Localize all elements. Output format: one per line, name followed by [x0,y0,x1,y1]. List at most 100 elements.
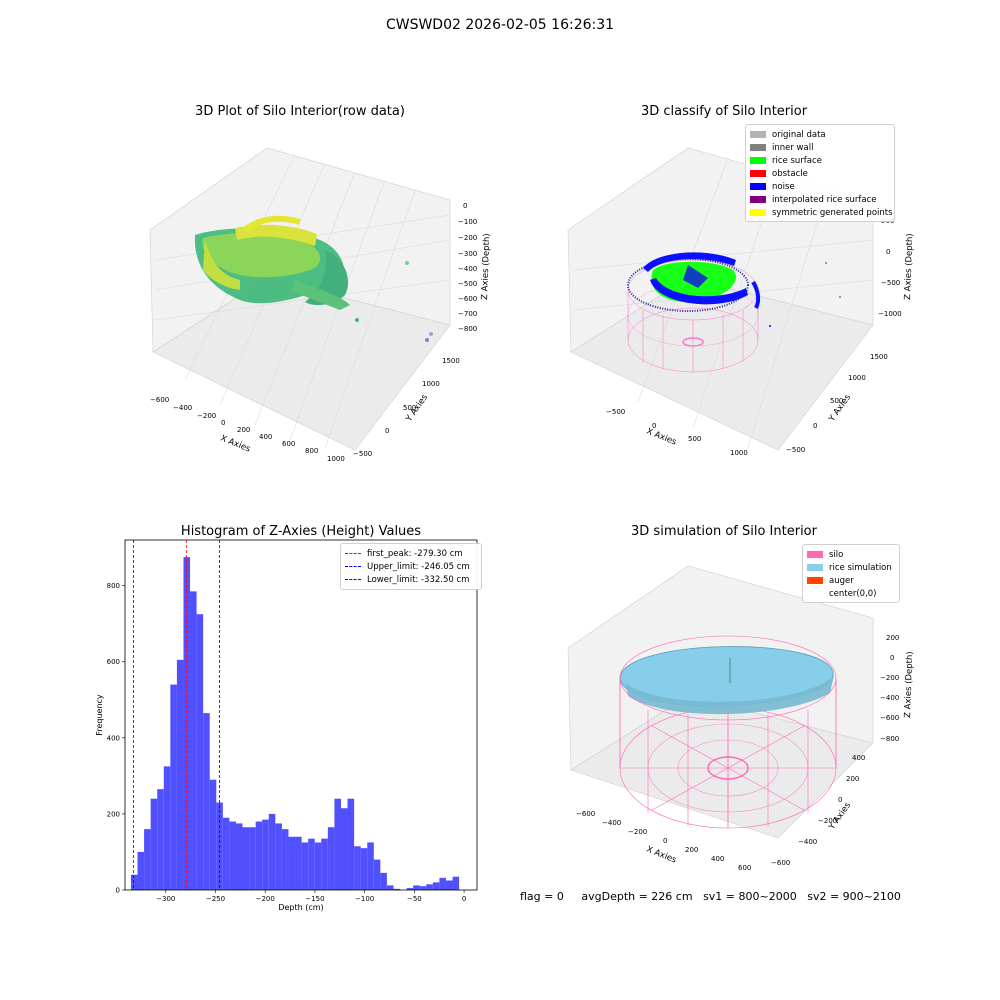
legend-swatch [807,551,823,558]
classify-ztick: −500 [881,279,900,287]
legend-entry: center(0,0) [807,587,895,600]
legend-swatch [750,144,766,151]
raw-xlabel: X Axies [219,434,252,455]
classify-ytick: 500 [830,397,843,405]
legend-line-swatch [345,579,361,580]
legend-swatch [750,157,766,164]
raw-ztick: −500 [458,280,477,288]
raw-xtick: 800 [305,447,318,455]
histogram-bar [367,842,374,890]
histogram-bar [321,838,328,890]
raw-xtick: −600 [150,396,169,404]
histogram-bar [393,888,401,890]
simulation-xlabel: X Axies [645,845,678,866]
raw-ztick: 0 [463,202,467,210]
histogram-bar [334,798,341,890]
simulation-ytick: −400 [798,838,817,846]
classify-xtick: 1000 [730,449,748,457]
stats-line: flag = 0 avgDepth = 226 cm sv1 = 800~200… [520,890,901,903]
histogram-bar [157,789,164,890]
histogram-bar [301,842,309,890]
histogram-xtick-label: −300 [156,895,175,903]
simulation-legend: silo rice simulation auger center(0,0) [802,544,900,603]
histogram-bar [439,877,446,890]
simulation-xtick: 0 [663,837,667,845]
simulation-plot-title: 3D simulation of Silo Interior [631,524,817,539]
histogram-bar [176,659,184,890]
histogram-bar [190,591,197,890]
simulation-ytick: 0 [838,796,842,804]
classify-ytick: 1500 [870,353,888,361]
legend-swatch [750,131,766,138]
simulation-xtick: 600 [738,864,751,872]
stat-avg-depth: avgDepth = 226 cm [581,890,693,903]
classify-xtick: 0 [652,422,656,430]
histogram-bar [170,684,177,890]
raw-ztick: −300 [458,250,477,258]
legend-swatch [807,564,823,571]
legend-entry: interpolated rice surface [750,193,890,206]
classify-ztick: −1000 [878,310,902,318]
simulation-xtick: −400 [602,819,621,827]
legend-swatch [750,196,766,203]
histogram-legend: first_peak: -279.30 cm Upper_limit: -246… [340,543,482,590]
histogram-bar [426,884,433,890]
histogram-bar [150,798,158,890]
classify-legend: original data inner wall rice surface ob… [745,124,895,222]
histogram-ytick-label: 600 [107,658,120,666]
legend-entry: rice surface [750,154,890,167]
simulation-ztick: 200 [886,634,899,642]
simulation-3d-plot: −600 −400 −200 0 200 400 600 −600 −400 −… [567,565,915,872]
simulation-ytick: 200 [846,775,859,783]
histogram-bar [340,808,348,890]
histogram-bar [268,813,276,890]
legend-swatch [750,183,766,190]
histogram-xtick-label: −200 [256,895,275,903]
raw-ztick: −200 [458,234,477,242]
simulation-xtick: 400 [711,855,724,863]
histogram-bar [327,827,335,890]
raw-ytick: 0 [385,427,389,435]
legend-swatch [807,590,823,597]
legend-entry: inner wall [750,141,890,154]
stat-sv2: sv2 = 900~2100 [807,890,901,903]
legend-entry: auger [807,574,895,587]
simulation-ztick: −600 [880,714,899,722]
histogram-bar [203,713,210,890]
histogram-bar [144,829,151,890]
histogram-bar [163,766,171,890]
histogram-bar [209,779,217,890]
simulation-ztick: −400 [880,694,899,702]
histogram-bar [432,882,440,890]
stat-sv1: sv1 = 800~2000 [703,890,797,903]
histogram-xtick-label: −150 [305,895,324,903]
histogram-bar [452,876,460,890]
simulation-zlabel: Z Axies (Depth) [903,651,915,718]
histogram-xtick-label: 0 [462,895,466,903]
classify-ztick: 0 [886,248,890,256]
histogram-bar [183,557,191,890]
histogram-bar [445,880,453,890]
raw-ytick: −500 [353,450,372,458]
figure-title: CWSWD02 2026-02-05 16:26:31 [385,17,615,33]
histogram-bar [354,846,361,890]
histogram-bar [308,838,315,890]
histogram-xtick-label: −250 [206,895,225,903]
histogram-bar [235,823,243,890]
histogram-bar [288,836,296,890]
histogram-bar [255,821,263,890]
raw-ztick: −800 [458,325,477,333]
histogram-bar [373,859,381,890]
raw-ytick: 1000 [422,380,440,388]
histogram-ytick-label: 800 [107,582,120,590]
classify-zlabel: Z Axies (Depth) [903,233,915,300]
classify-xtick: −500 [606,408,625,416]
classify-plot-title: 3D classify of Silo Interior [640,104,808,119]
legend-entry: Upper_limit: -246.05 cm [345,560,477,573]
simulation-xtick: −600 [576,810,595,818]
simulation-ztick: −200 [880,674,899,682]
stat-flag: flag = 0 [520,890,564,903]
raw-ztick: −700 [458,310,477,318]
legend-line-swatch [345,553,361,554]
histogram-ytick-label: 0 [116,887,120,895]
